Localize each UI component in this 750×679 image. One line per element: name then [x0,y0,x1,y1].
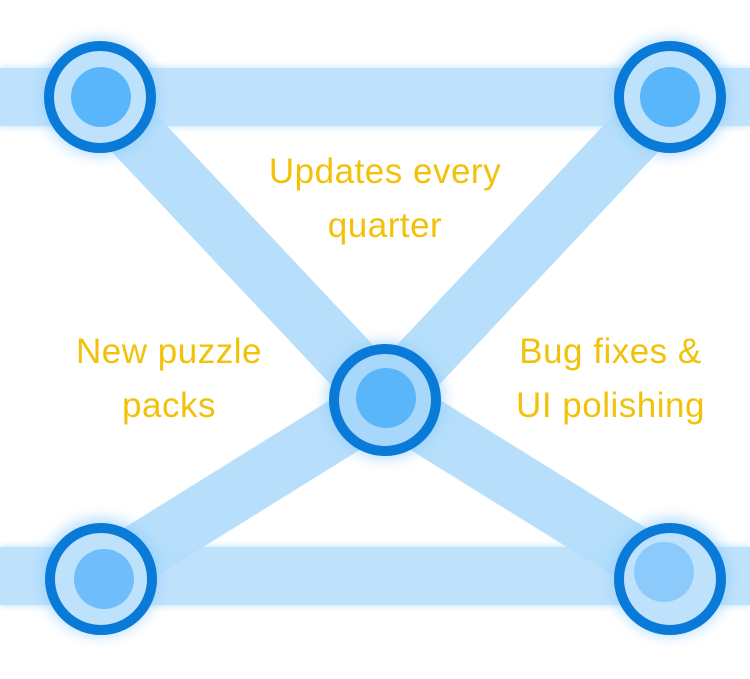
label-updates-every-quarter: Updates every quarter [230,145,540,253]
node-top-left-core [71,67,131,127]
node-bottom-right-core [634,542,694,602]
label-bug-fixes-ui-polishing: Bug fixes & UI polishing [488,325,733,433]
label-bugs-line-1: Bug fixes & [519,332,702,371]
diagonal-track-top-left-to-center [78,77,407,420]
node-top-right-core [640,67,700,127]
diagonal-track-top-right-to-center [363,77,692,420]
node-center-core [356,368,416,428]
label-updates-line-2: quarter [327,206,443,245]
label-puzzle-line-2: packs [122,386,216,425]
label-puzzle-line-1: New puzzle [76,332,262,371]
label-updates-line-1: Updates every [268,152,502,191]
label-bugs-line-2: UI polishing [516,386,705,425]
label-new-puzzle-packs: New puzzle packs [40,325,298,433]
node-bottom-left-core [74,549,134,609]
